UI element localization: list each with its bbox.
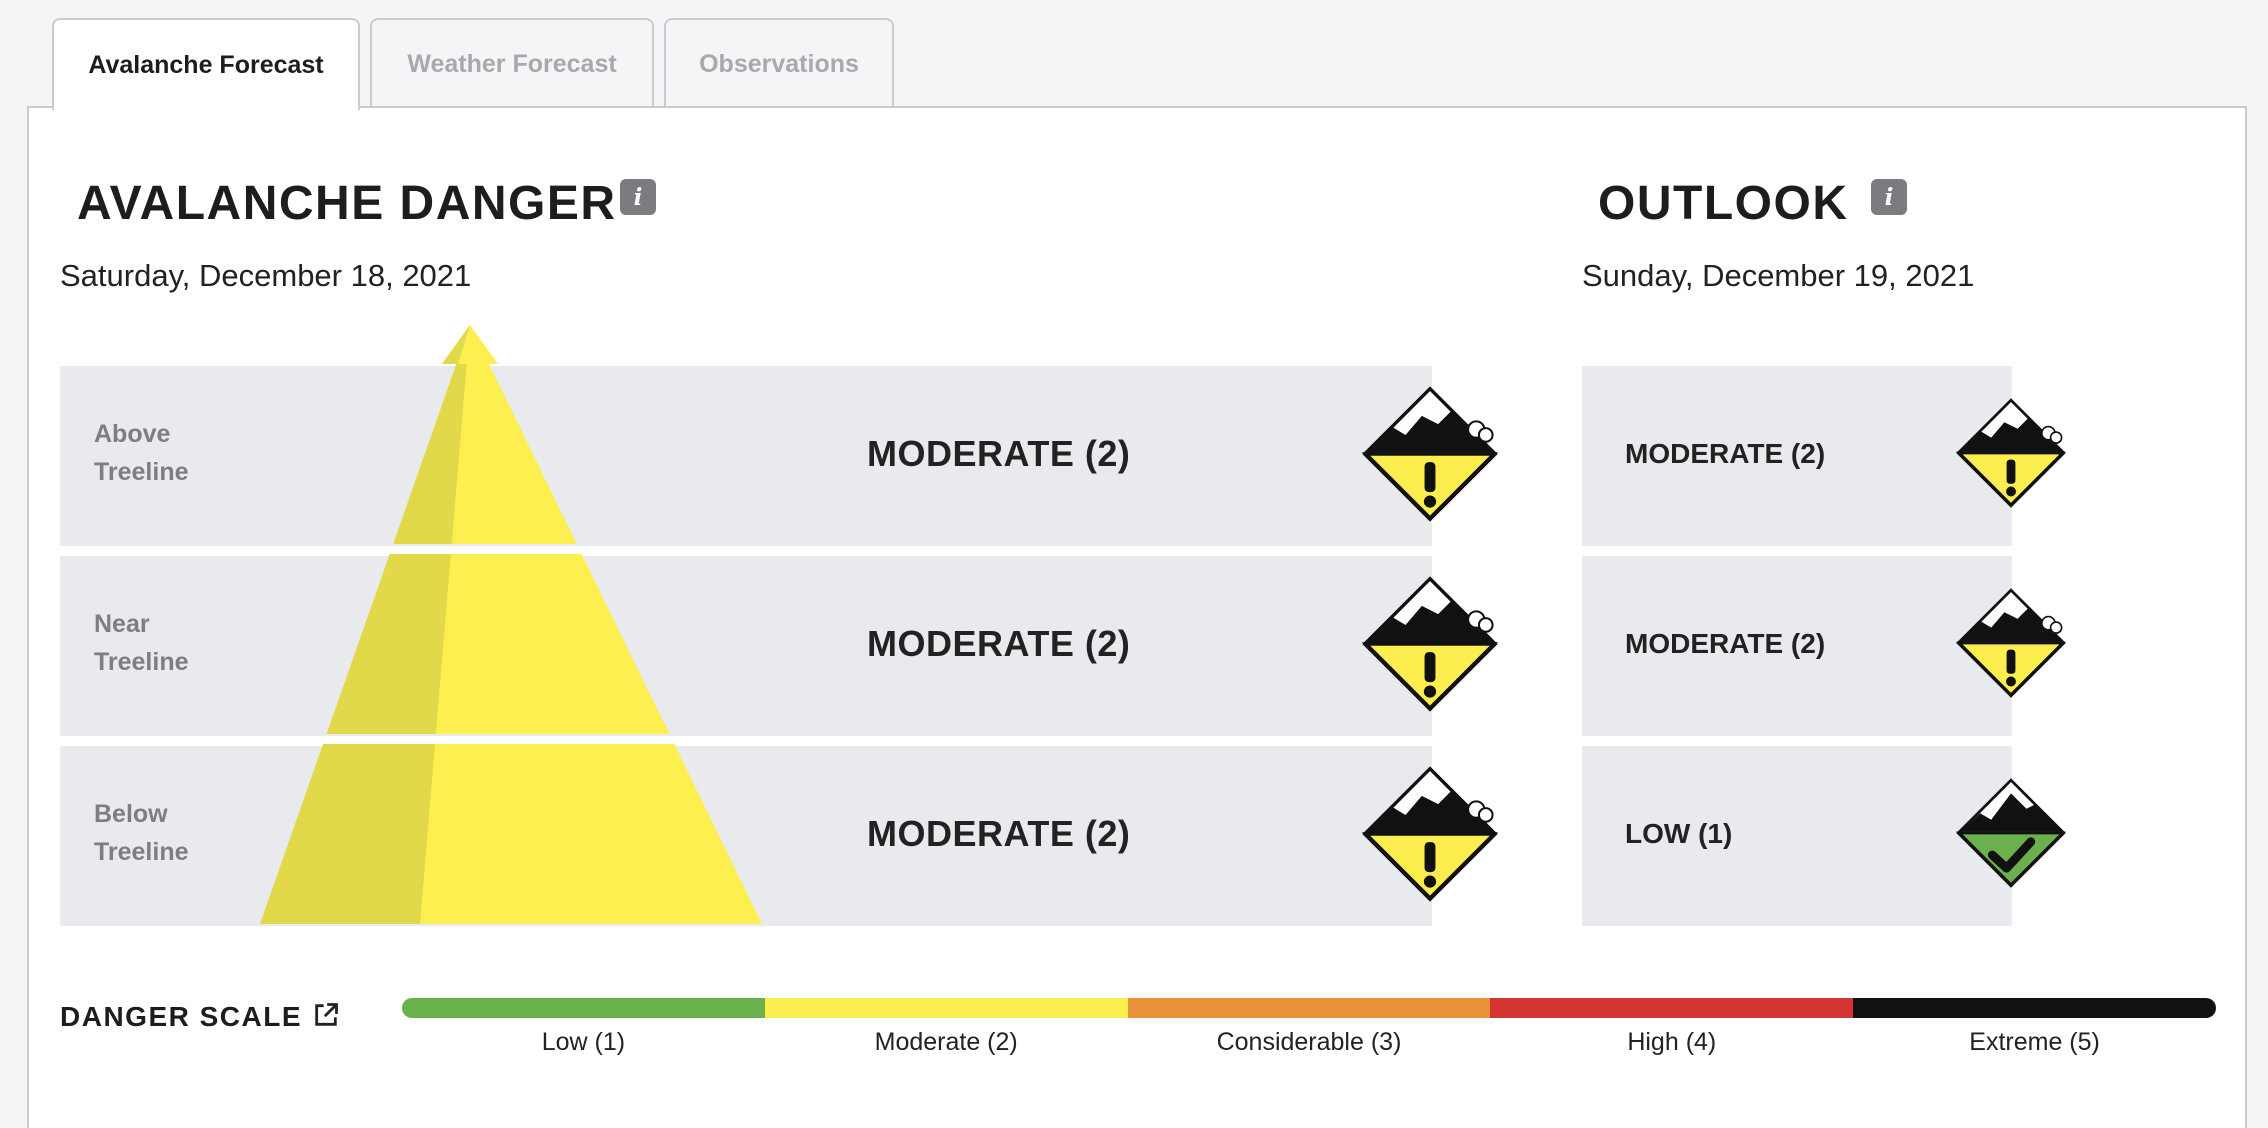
moderate-danger-icon: [1956, 588, 2066, 698]
scale-label-considerable: Considerable (3): [1216, 1028, 1402, 1056]
danger-scale-bar: [402, 998, 2216, 1018]
forecast-panel: AVALANCHE DANGER i Saturday, December 18…: [27, 106, 2247, 1128]
outlook-level-above: MODERATE (2): [1625, 438, 1826, 469]
tab-weather-forecast[interactable]: Weather Forecast: [370, 18, 654, 108]
danger-info-icon[interactable]: i: [620, 179, 656, 215]
scale-segment-extreme[interactable]: [1853, 998, 2216, 1018]
external-link-icon[interactable]: [312, 1001, 340, 1029]
outlook-info-icon[interactable]: i: [1871, 179, 1907, 215]
danger-level-above: MODERATE (2): [867, 433, 1131, 474]
scale-segment-low[interactable]: [402, 998, 765, 1018]
outlook-level-below: LOW (1): [1625, 818, 1733, 849]
scale-label-high: High (4): [1627, 1028, 1717, 1056]
elevation-label-above: Above Treeline: [94, 420, 189, 486]
outlook-row-near-treeline: [1582, 556, 2012, 736]
avalanche-danger-heading: AVALANCHE DANGER: [77, 177, 617, 230]
scale-segment-considerable[interactable]: [1127, 998, 1491, 1018]
tab-avalanche-forecast[interactable]: Avalanche Forecast: [52, 18, 360, 110]
danger-level-below: MODERATE (2): [867, 813, 1131, 854]
danger-scale-title: DANGER SCALE: [60, 1001, 303, 1032]
outlook-heading: OUTLOOK: [1598, 177, 1849, 230]
danger-row-below-treeline: [60, 746, 1432, 926]
scale-label-moderate: Moderate (2): [874, 1028, 1018, 1056]
tab-observations[interactable]: Observations: [664, 18, 894, 108]
outlook-date: Sunday, December 19, 2021: [1582, 258, 1975, 293]
outlook-row-below-treeline: [1582, 746, 2012, 926]
tab-bar: Avalanche Forecast Weather Forecast Obse…: [52, 18, 894, 110]
moderate-danger-icon: [1956, 398, 2066, 508]
outlook-row-above-treeline: [1582, 366, 2012, 546]
elevation-label-near: Near Treeline: [94, 610, 189, 676]
scale-segment-moderate[interactable]: [764, 998, 1128, 1018]
moderate-danger-icon: [1362, 766, 1498, 902]
low-danger-icon: [1956, 778, 2066, 888]
moderate-danger-icon: [1362, 576, 1498, 712]
scale-label-extreme: Extreme (5): [1969, 1028, 2100, 1056]
danger-row-near-treeline: [60, 556, 1432, 736]
forecast-date: Saturday, December 18, 2021: [60, 258, 472, 293]
moderate-danger-icon: [1362, 386, 1498, 522]
scale-segment-high[interactable]: [1490, 998, 1854, 1018]
danger-scale-labels: Low (1) Moderate (2) Considerable (3) Hi…: [402, 1028, 2216, 1057]
scale-label-low: Low (1): [541, 1028, 626, 1056]
elevation-label-below: Below Treeline: [94, 800, 189, 866]
outlook-level-near: MODERATE (2): [1625, 628, 1826, 659]
danger-level-near: MODERATE (2): [867, 623, 1131, 664]
danger-row-above-treeline: [60, 366, 1432, 546]
